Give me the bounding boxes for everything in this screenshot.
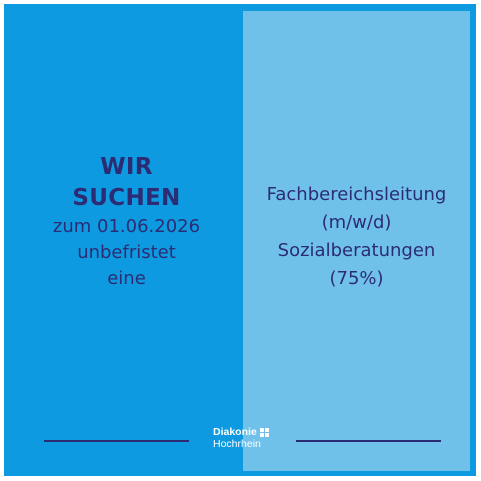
divider-right: [296, 440, 441, 442]
headline-suchen: SUCHEN: [72, 185, 181, 211]
diakonie-cross-icon: [259, 427, 269, 437]
divider-left: [44, 440, 189, 442]
left-text-block: WIR SUCHEN zum 01.06.2026 unbefristet ei…: [14, 152, 239, 292]
article-text: eine: [107, 268, 146, 289]
headline-wir: WIR: [100, 154, 153, 180]
logo-name: Diakonie: [213, 426, 257, 438]
diakonie-logo: Diakonie Hochrhein: [213, 426, 269, 450]
right-panel: [243, 11, 470, 471]
start-date: zum 01.06.2026: [52, 216, 201, 237]
contract-type: unbefristet: [77, 242, 176, 263]
job-ad-card: WIR SUCHEN zum 01.06.2026 unbefristet ei…: [4, 4, 476, 476]
right-text-block: Fachbereichsleitung (m/w/d) Sozialberatu…: [243, 181, 470, 293]
gender-note: (m/w/d): [321, 212, 392, 233]
department-name: Sozialberatungen: [277, 240, 436, 261]
position-title: Fachbereichsleitung: [266, 184, 447, 205]
logo-region: Hochrhein: [213, 438, 261, 450]
workload-percent: (75%): [329, 268, 384, 289]
